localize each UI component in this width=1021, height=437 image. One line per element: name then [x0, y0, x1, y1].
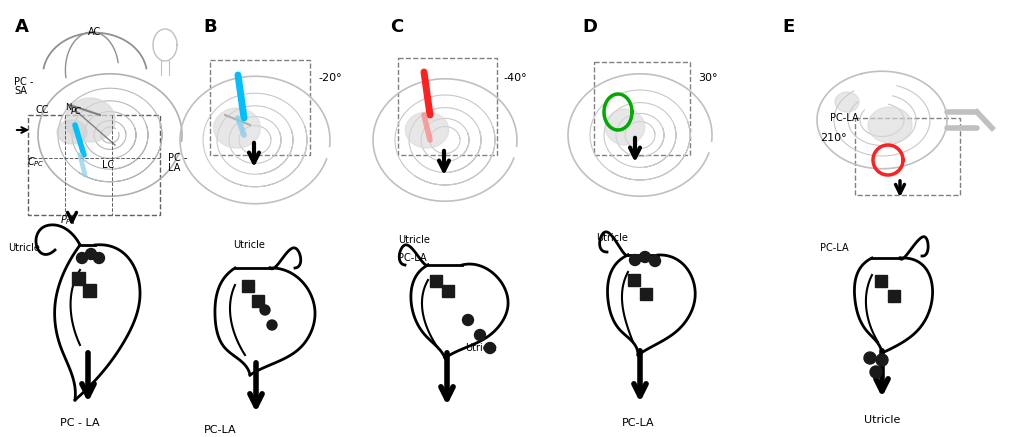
Circle shape	[475, 329, 486, 340]
Text: Utricle: Utricle	[398, 235, 430, 245]
Bar	[430, 275, 442, 287]
Circle shape	[870, 366, 882, 378]
Polygon shape	[405, 112, 448, 148]
Polygon shape	[835, 92, 859, 112]
Text: PC-LA: PC-LA	[622, 418, 654, 428]
Bar	[72, 272, 85, 285]
Bar	[83, 284, 96, 297]
Circle shape	[485, 343, 495, 354]
Circle shape	[268, 320, 277, 330]
Text: AC: AC	[89, 27, 102, 37]
Circle shape	[260, 305, 270, 315]
Text: 30°: 30°	[698, 73, 718, 83]
Bar	[594, 62, 690, 155]
Circle shape	[630, 254, 640, 266]
Text: C: C	[390, 18, 403, 36]
Bar	[640, 288, 652, 300]
Circle shape	[864, 352, 876, 364]
Text: Utricle: Utricle	[466, 343, 497, 353]
Text: PC -: PC -	[14, 77, 34, 87]
Circle shape	[876, 354, 888, 366]
Text: Utricle: Utricle	[596, 233, 628, 243]
Text: N: N	[64, 104, 71, 112]
Circle shape	[77, 253, 88, 264]
Polygon shape	[605, 109, 645, 145]
Text: E: E	[782, 18, 794, 36]
Text: PC-LA: PC-LA	[830, 113, 859, 123]
Polygon shape	[57, 120, 87, 144]
Text: Utricle: Utricle	[864, 415, 901, 425]
Circle shape	[639, 252, 650, 263]
Text: LA: LA	[168, 163, 181, 173]
Polygon shape	[213, 108, 260, 148]
Text: PC-LA: PC-LA	[203, 425, 236, 435]
Polygon shape	[64, 98, 115, 142]
Text: -20°: -20°	[318, 73, 342, 83]
Bar	[252, 295, 264, 307]
Text: PC-LA: PC-LA	[820, 243, 848, 253]
Text: D: D	[582, 18, 597, 36]
Text: $P_{PC}$: $P_{PC}$	[59, 213, 77, 227]
Text: 210°: 210°	[820, 133, 846, 143]
Text: Utricle: Utricle	[8, 243, 40, 253]
Text: A: A	[15, 18, 29, 36]
Polygon shape	[868, 107, 912, 143]
Bar	[28, 115, 160, 215]
Text: PC: PC	[70, 107, 82, 115]
Circle shape	[94, 253, 104, 264]
Bar	[875, 275, 887, 287]
Text: PC-LA: PC-LA	[398, 253, 427, 263]
Text: B: B	[203, 18, 216, 36]
Text: $C_{PC}$: $C_{PC}$	[28, 155, 45, 169]
Bar	[442, 285, 454, 297]
Text: Utricle: Utricle	[233, 240, 264, 250]
Text: LC: LC	[102, 160, 114, 170]
Circle shape	[649, 256, 661, 267]
Text: CC: CC	[36, 105, 49, 115]
Bar	[855, 118, 960, 195]
Text: SA: SA	[14, 86, 27, 96]
Bar	[210, 60, 310, 155]
Text: PC - LA: PC - LA	[60, 418, 100, 428]
Text: -40°: -40°	[503, 73, 527, 83]
Circle shape	[463, 315, 474, 326]
Circle shape	[86, 249, 97, 260]
Bar	[242, 280, 254, 292]
Bar	[628, 274, 640, 286]
Bar	[888, 290, 900, 302]
Text: PC -: PC -	[168, 153, 188, 163]
Bar	[398, 58, 497, 155]
